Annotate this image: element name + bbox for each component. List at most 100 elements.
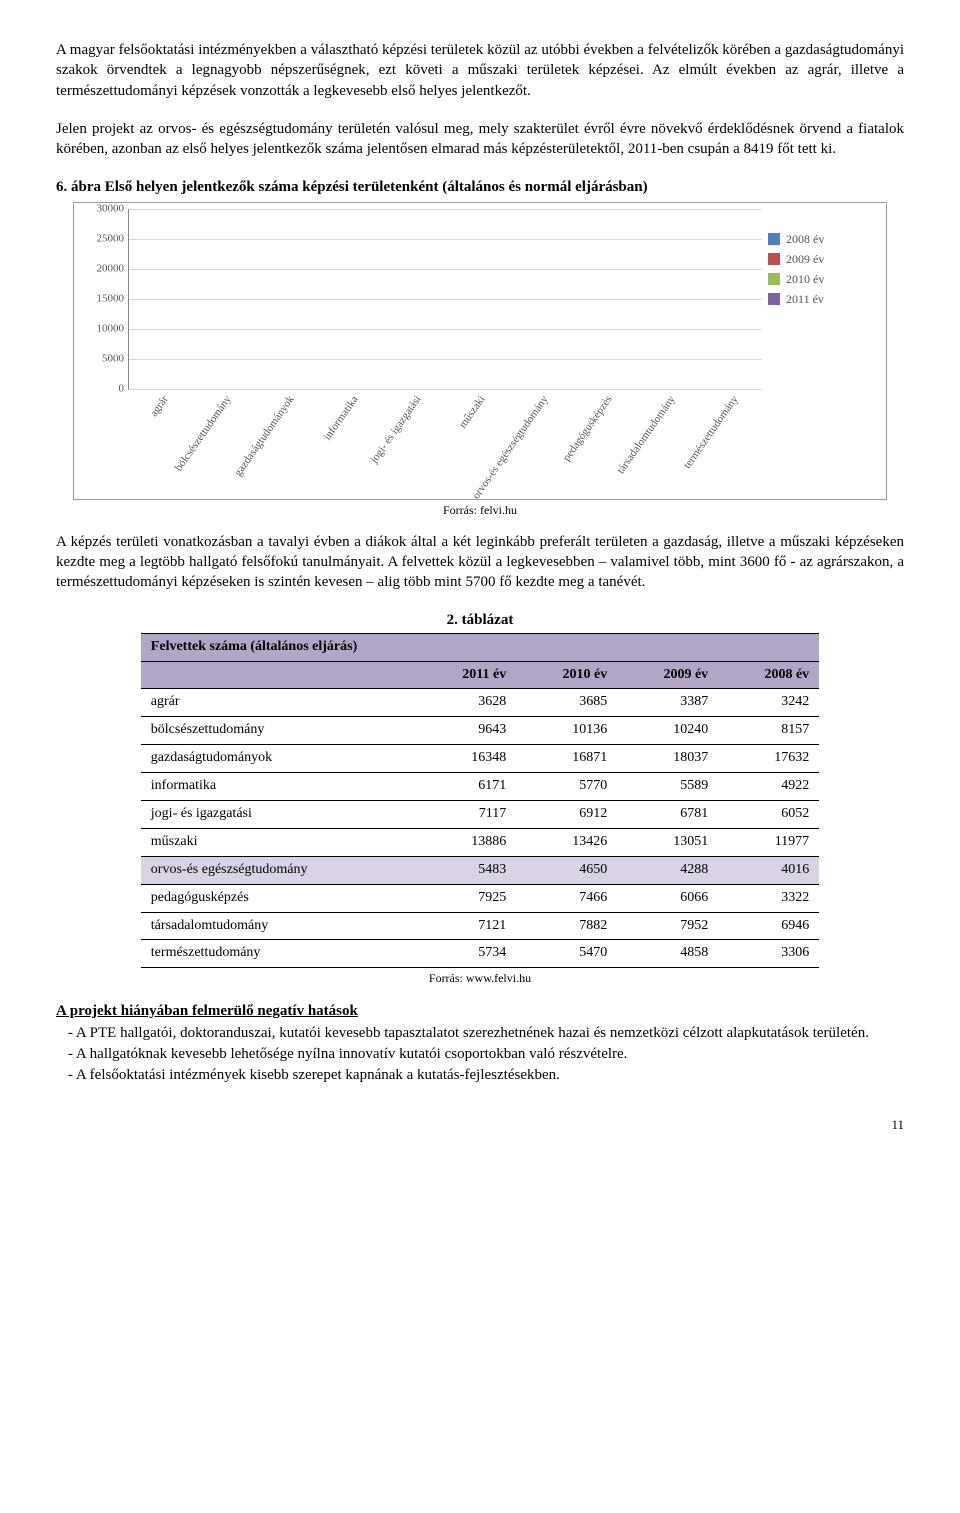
table-row-label: gazdaságtudományok [141, 745, 417, 773]
chart-y-axis: 050001000015000200002500030000 [82, 209, 128, 389]
table-cell: 4650 [516, 856, 617, 884]
table-row: természettudomány5734547048583306 [141, 940, 819, 968]
table-year-header: 2009 év [617, 661, 718, 689]
table-cell: 5734 [416, 940, 516, 968]
table-row-label: jogi- és igazgatási [141, 801, 417, 829]
table-cell: 5589 [617, 773, 718, 801]
table-row-label: agrár [141, 689, 417, 717]
table-row-label: bölcsészettudomány [141, 717, 417, 745]
table-cell: 5770 [516, 773, 617, 801]
table-year-row: 2011 év2010 év2009 év2008 év [141, 661, 819, 689]
paragraph-3: A képzés területi vonatkozásban a tavaly… [56, 532, 904, 593]
table-cell: 9643 [416, 717, 516, 745]
table-row: orvos-és egészségtudomány548346504288401… [141, 856, 819, 884]
table-cell: 3685 [516, 689, 617, 717]
table-cell: 3387 [617, 689, 718, 717]
chart-x-label: informatika [320, 393, 362, 444]
table-row: informatika6171577055894922 [141, 773, 819, 801]
chart-x-label: pedagógusképzés [559, 393, 615, 465]
chart-legend: 2008 év 2009 év 2010 év 2011 év [762, 209, 878, 312]
data-table: Felvettek száma (általános eljárás) 2011… [141, 633, 819, 969]
paragraph-2: Jelen projekt az orvos- és egészségtudom… [56, 119, 904, 160]
table-row: pedagógusképzés7925746660663322 [141, 884, 819, 912]
table-cell: 5483 [416, 856, 516, 884]
table-row: műszaki13886134261305111977 [141, 828, 819, 856]
table-cell: 5470 [516, 940, 617, 968]
table-row-label: orvos-és egészségtudomány [141, 856, 417, 884]
table-year-header: 2010 év [516, 661, 617, 689]
legend-label: 2009 év [786, 251, 824, 267]
table-cell: 10240 [617, 717, 718, 745]
legend-label: 2010 év [786, 271, 824, 287]
chart-x-labels: agrárbölcsészettudománygazdaságtudományo… [128, 389, 762, 497]
table-row-label: informatika [141, 773, 417, 801]
table-row: jogi- és igazgatási7117691267816052 [141, 801, 819, 829]
table-header-span: Felvettek száma (általános eljárás) [141, 633, 819, 661]
table-row-label: társadalomtudomány [141, 912, 417, 940]
table-year-header: 2008 év [718, 661, 819, 689]
chart-y-tick: 0 [82, 381, 124, 396]
legend-swatch [768, 253, 780, 265]
chart-y-tick: 25000 [82, 231, 124, 246]
bullet-list: A PTE hallgatói, doktoranduszai, kutatói… [56, 1023, 904, 1086]
list-item: A felsőoktatási intézmények kisebb szere… [86, 1065, 904, 1085]
table-cell: 3628 [416, 689, 516, 717]
legend-swatch [768, 273, 780, 285]
table-cell: 7882 [516, 912, 617, 940]
table-cell: 10136 [516, 717, 617, 745]
table-cell: 16871 [516, 745, 617, 773]
legend-label: 2011 év [786, 291, 824, 307]
table-row: gazdaságtudományok16348168711803717632 [141, 745, 819, 773]
chart-x-label: társadalomtudomány [614, 393, 679, 477]
chart-y-tick: 10000 [82, 321, 124, 336]
chart-y-tick: 5000 [82, 351, 124, 366]
table-row-label: pedagógusképzés [141, 884, 417, 912]
table-cell: 6052 [718, 801, 819, 829]
table-cell: 6781 [617, 801, 718, 829]
legend-item: 2010 év [768, 271, 878, 287]
table-cell: 3322 [718, 884, 819, 912]
table-cell: 8157 [718, 717, 819, 745]
chart-container: 050001000015000200002500030000 agrárbölc… [73, 202, 887, 500]
table-cell: 4922 [718, 773, 819, 801]
legend-label: 2008 év [786, 231, 824, 247]
chart-x-label: bölcsészettudomány [172, 393, 235, 475]
table-cell: 6066 [617, 884, 718, 912]
table-cell: 4288 [617, 856, 718, 884]
table-header-row: Felvettek száma (általános eljárás) [141, 633, 819, 661]
table-cell: 17632 [718, 745, 819, 773]
subheading: A projekt hiányában felmerülő negatív ha… [56, 1001, 904, 1021]
table-body: agrár3628368533873242bölcsészettudomány9… [141, 689, 819, 968]
paragraph-1: A magyar felsőoktatási intézményekben a … [56, 40, 904, 101]
chart-x-label: jogi- és igazgatási [368, 393, 426, 467]
page-number: 11 [56, 1116, 904, 1134]
table-cell: 13886 [416, 828, 516, 856]
figure-title: 6. ábra Első helyen jelentkezők száma ké… [56, 177, 904, 197]
table-cell: 6912 [516, 801, 617, 829]
table-cell: 6946 [718, 912, 819, 940]
table-cell: 11977 [718, 828, 819, 856]
table-corner-cell [141, 661, 417, 689]
chart-x-label: természettudomány [681, 393, 743, 472]
chart-y-tick: 20000 [82, 261, 124, 276]
table-source: Forrás: www.felvi.hu [56, 970, 904, 986]
table-row-label: műszaki [141, 828, 417, 856]
table-cell: 4858 [617, 940, 718, 968]
chart-x-label: agrár [147, 393, 172, 420]
table-cell: 13051 [617, 828, 718, 856]
table-cell: 7466 [516, 884, 617, 912]
table-cell: 18037 [617, 745, 718, 773]
chart-x-label: műszaki [456, 393, 489, 432]
legend-swatch [768, 293, 780, 305]
table-row: agrár3628368533873242 [141, 689, 819, 717]
legend-item: 2011 év [768, 291, 878, 307]
table-cell: 4016 [718, 856, 819, 884]
table-row: társadalomtudomány7121788279526946 [141, 912, 819, 940]
table-row-label: természettudomány [141, 940, 417, 968]
table-cell: 7952 [617, 912, 718, 940]
table-cell: 7117 [416, 801, 516, 829]
legend-item: 2009 év [768, 251, 878, 267]
legend-item: 2008 év [768, 231, 878, 247]
table-cell: 3242 [718, 689, 819, 717]
legend-swatch [768, 233, 780, 245]
